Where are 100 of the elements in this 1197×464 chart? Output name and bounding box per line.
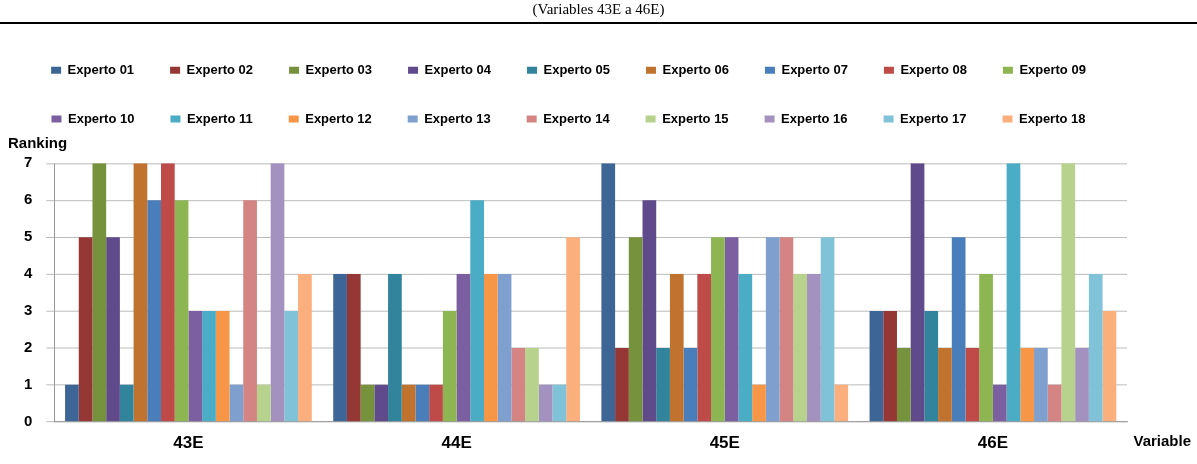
bar <box>215 311 230 422</box>
bar <box>738 274 753 422</box>
bar <box>724 237 739 422</box>
bar <box>697 274 712 422</box>
legend-label: Experto 16 <box>781 110 848 126</box>
bar <box>752 384 766 422</box>
bar <box>119 384 134 422</box>
bar <box>188 311 203 422</box>
bar <box>415 384 430 422</box>
bar <box>202 311 216 422</box>
legend-label: Experto 14 <box>543 110 611 126</box>
x-tick-label: 44E <box>441 432 472 452</box>
bar <box>965 347 980 422</box>
y-tick-label: 3 <box>24 301 33 319</box>
bar <box>779 237 794 422</box>
bar <box>1034 347 1048 422</box>
bar <box>628 237 643 422</box>
bar <box>298 274 312 422</box>
y-tick-label: 1 <box>24 375 33 392</box>
x-tick-label: 45E <box>709 432 740 452</box>
bar <box>92 163 107 422</box>
legend-label: Experto 06 <box>662 61 729 77</box>
bar <box>765 237 780 422</box>
legend-label: Experto 09 <box>1019 61 1086 77</box>
bar <box>683 347 698 422</box>
bar <box>601 163 616 422</box>
bar <box>820 237 835 422</box>
legend-label: Experto 11 <box>186 110 253 126</box>
legend-label: Experto 03 <box>305 61 373 77</box>
chart-title: (Variables 43E a 46E) <box>531 0 666 18</box>
bar <box>1020 347 1035 422</box>
bar <box>497 274 512 422</box>
bar <box>388 274 402 422</box>
bar <box>401 384 416 422</box>
bar <box>256 384 271 422</box>
legend-label: Experto 12 <box>305 110 372 126</box>
bar <box>883 311 897 422</box>
legend-label: Experto 18 <box>1019 110 1086 126</box>
bar <box>360 384 375 422</box>
bar <box>147 200 162 422</box>
legend-label: Experto 07 <box>781 61 848 77</box>
bar <box>442 311 457 422</box>
bar <box>1088 274 1103 422</box>
bar <box>78 237 93 422</box>
bar <box>834 384 849 422</box>
legend-label: Experto 17 <box>900 110 967 126</box>
y-tick-label: 0 <box>24 411 33 429</box>
bar <box>374 384 389 422</box>
bar <box>429 384 443 422</box>
bar <box>1102 311 1117 422</box>
x-tick-label: 46E <box>977 432 1009 452</box>
bar <box>615 347 629 422</box>
bar <box>174 200 189 422</box>
bar <box>65 384 79 422</box>
legend-label: Experto 13 <box>424 110 491 126</box>
bar <box>1075 347 1089 422</box>
bar <box>552 384 567 422</box>
bar <box>538 384 553 422</box>
bar <box>270 163 285 422</box>
bar <box>566 237 580 422</box>
legend-label: Experto 01 <box>67 61 135 77</box>
bar <box>896 347 911 422</box>
legend-label: Experto 15 <box>662 110 729 126</box>
bar <box>979 274 993 422</box>
bar <box>484 274 498 422</box>
legend-label: Experto 08 <box>900 61 967 77</box>
bar <box>133 163 148 422</box>
bar <box>333 274 347 422</box>
y-axis-title: Ranking <box>8 134 68 152</box>
legend-label: Experto 04 <box>424 61 492 77</box>
bar <box>1061 163 1076 422</box>
legend-label: Experto 02 <box>186 61 254 77</box>
bar <box>511 347 526 422</box>
bar <box>456 274 471 422</box>
bar <box>106 237 120 422</box>
bar <box>938 347 952 422</box>
bar <box>1047 384 1062 422</box>
bar <box>669 274 684 422</box>
y-tick-label: 7 <box>24 153 33 171</box>
bar <box>1006 163 1021 422</box>
bar <box>642 200 657 422</box>
y-tick-label: 5 <box>24 227 33 245</box>
bar <box>951 237 966 422</box>
bar <box>910 163 925 422</box>
bar <box>806 274 821 422</box>
bar <box>793 274 807 422</box>
bar <box>924 311 939 422</box>
y-tick-label: 2 <box>24 338 33 356</box>
bar <box>243 200 257 422</box>
bar <box>346 274 361 422</box>
bar <box>161 163 175 422</box>
bar <box>869 311 884 422</box>
bar <box>229 384 244 422</box>
x-axis-title: Variable <box>1133 431 1191 449</box>
bar <box>470 200 484 422</box>
bar <box>992 384 1007 422</box>
legend-label: Experto 05 <box>543 61 610 77</box>
bar <box>656 347 670 422</box>
bar <box>284 311 299 422</box>
x-tick-label: 43E <box>173 432 204 452</box>
